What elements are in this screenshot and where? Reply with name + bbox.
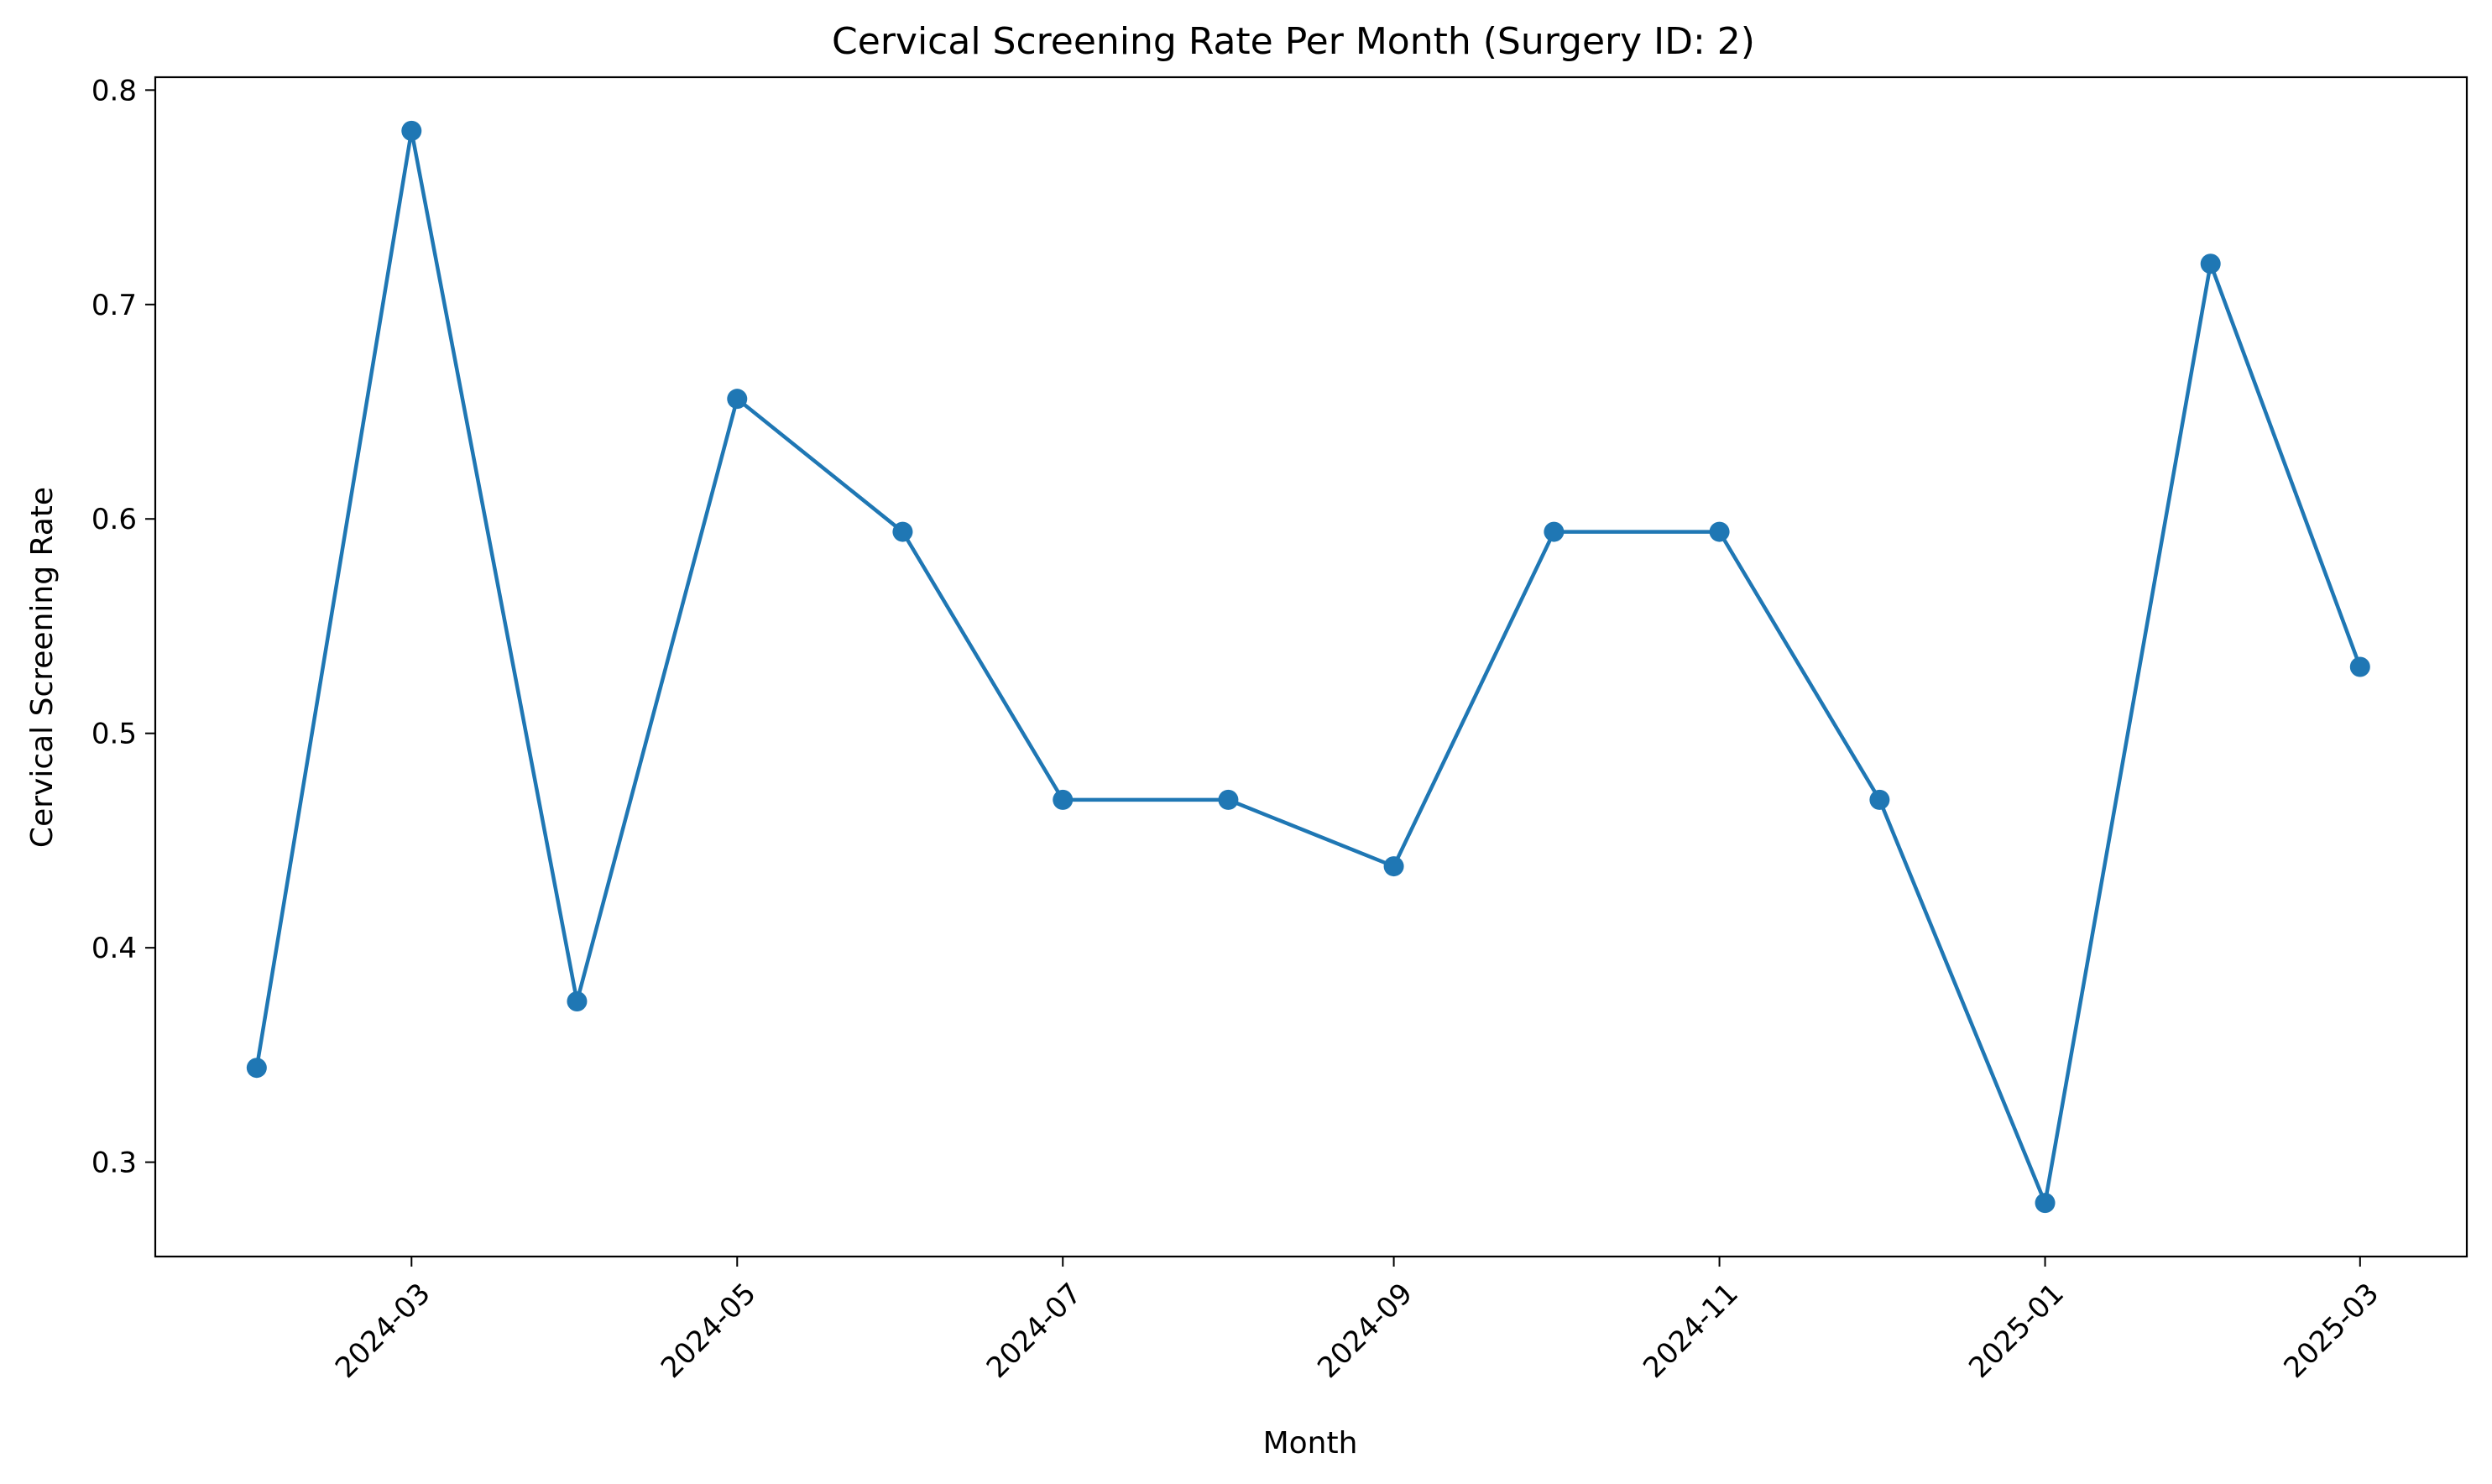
- data-point: [2035, 1193, 2056, 1214]
- y-axis-ticks: 0.3 0.4 0.5 0.6 0.7 0.8: [91, 74, 155, 1180]
- y-tick-label: 0.4: [91, 932, 137, 965]
- x-axis-label: Month: [1263, 1426, 1358, 1460]
- data-point: [1869, 789, 1890, 810]
- data-point: [567, 991, 588, 1012]
- data-point: [1383, 856, 1404, 877]
- data-point: [1218, 789, 1239, 810]
- data-point: [2200, 253, 2221, 274]
- y-tick-label: 0.3: [91, 1147, 137, 1180]
- data-point: [727, 389, 748, 410]
- plot-frame: [154, 76, 2468, 1258]
- data-point: [1709, 521, 1730, 542]
- y-tick-label: 0.5: [91, 718, 137, 751]
- data-point: [1053, 789, 1074, 810]
- data-point: [892, 521, 913, 542]
- chart-title: Cervical Screening Rate Per Month (Surge…: [832, 20, 1755, 63]
- y-tick-label: 0.8: [91, 74, 137, 107]
- data-point: [2349, 656, 2370, 677]
- data-point: [401, 120, 422, 141]
- series-line: [254, 128, 2363, 1205]
- data-point: [246, 1058, 267, 1079]
- y-tick-label: 0.7: [91, 289, 137, 322]
- y-tick-label: 0.6: [91, 503, 137, 536]
- data-point: [1544, 521, 1565, 542]
- y-axis-label: Cervical Screening Rate: [25, 487, 60, 848]
- data-series: [246, 120, 2370, 1214]
